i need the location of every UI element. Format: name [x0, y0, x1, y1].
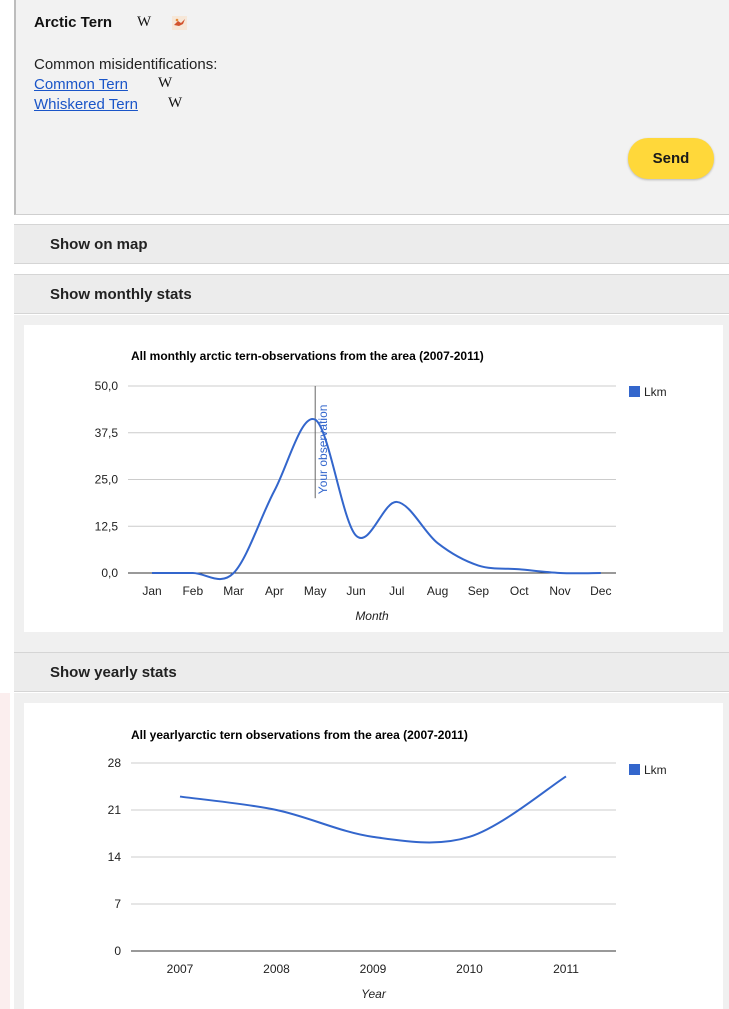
- yearly-chart-card: All yearlyarctic tern observations from …: [24, 703, 723, 1009]
- x-tick-label: May: [304, 584, 327, 598]
- x-tick-label: Jul: [389, 584, 404, 598]
- x-tick-label: 2007: [167, 962, 194, 976]
- x-tick-label: 2009: [360, 962, 387, 976]
- y-tick-label: 50,0: [95, 379, 119, 393]
- chart-title: All yearlyarctic tern observations from …: [131, 728, 468, 742]
- x-tick-label: Aug: [427, 584, 448, 598]
- show-yearly-stats-toggle[interactable]: Show yearly stats: [14, 652, 729, 692]
- x-tick-label: Mar: [223, 584, 244, 598]
- misidentification-link-whiskered-tern[interactable]: Whiskered Tern: [34, 96, 138, 113]
- wikipedia-icon[interactable]: W: [158, 75, 173, 91]
- monthly-chart-card: All monthly arctic tern-observations fro…: [24, 325, 723, 632]
- legend-swatch: [629, 386, 640, 397]
- legend-swatch: [629, 764, 640, 775]
- x-tick-label: Jan: [142, 584, 161, 598]
- y-tick-label: 37,5: [95, 426, 119, 440]
- show-on-map-toggle[interactable]: Show on map: [14, 224, 729, 264]
- x-tick-label: Apr: [265, 584, 284, 598]
- left-edge-stripe: [0, 693, 10, 1009]
- y-tick-label: 14: [108, 850, 122, 864]
- species-title: Arctic Tern: [34, 14, 113, 31]
- send-button[interactable]: Send: [628, 138, 714, 179]
- x-tick-label: Dec: [590, 584, 611, 598]
- x-tick-label: Feb: [182, 584, 203, 598]
- x-tick-label: 2011: [553, 962, 579, 976]
- x-tick-label: 2010: [456, 962, 483, 976]
- misidentification-link-common-tern[interactable]: Common Tern: [34, 76, 128, 93]
- y-tick-label: 28: [108, 756, 122, 770]
- legend-label: Lkm: [644, 763, 667, 777]
- wikipedia-icon[interactable]: W: [168, 95, 183, 111]
- x-axis-title: Year: [361, 987, 387, 1001]
- x-tick-label: Oct: [510, 584, 529, 598]
- series-line: [179, 775, 567, 844]
- x-tick-label: Nov: [549, 584, 570, 598]
- chart-title: All monthly arctic tern-observations fro…: [131, 349, 484, 363]
- misidentifications-label: Common misidentifications:: [34, 56, 218, 73]
- y-tick-label: 21: [108, 803, 122, 817]
- series-line: [152, 418, 601, 581]
- yearly-chart: All yearlyarctic tern observations from …: [108, 728, 667, 1001]
- x-tick-label: 2008: [263, 962, 290, 976]
- species-panel: Arctic Tern W Common misidentifications:…: [14, 0, 729, 215]
- wikipedia-icon[interactable]: W: [137, 14, 152, 30]
- legend-label: Lkm: [644, 385, 667, 399]
- y-tick-label: 7: [114, 897, 121, 911]
- bird-icon[interactable]: [172, 16, 187, 30]
- show-on-map-label: Show on map: [50, 236, 148, 253]
- y-tick-label: 0: [114, 944, 121, 958]
- show-yearly-stats-label: Show yearly stats: [50, 664, 177, 681]
- show-monthly-stats-label: Show monthly stats: [50, 286, 192, 303]
- y-tick-label: 25,0: [95, 473, 119, 487]
- x-tick-label: Jun: [346, 584, 365, 598]
- x-tick-label: Sep: [468, 584, 490, 598]
- monthly-chart: All monthly arctic tern-observations fro…: [95, 349, 667, 623]
- y-tick-label: 12,5: [95, 519, 119, 533]
- show-monthly-stats-toggle[interactable]: Show monthly stats: [14, 274, 729, 314]
- x-axis-title: Month: [355, 609, 389, 623]
- y-tick-label: 0,0: [101, 566, 118, 580]
